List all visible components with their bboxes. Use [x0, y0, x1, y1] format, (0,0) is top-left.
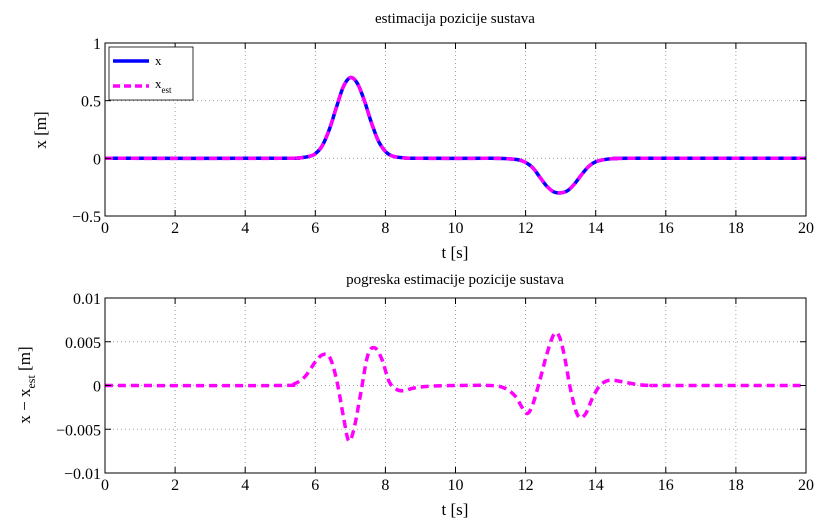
y-tick-label: 0.01 — [73, 291, 101, 308]
axes-frame — [104, 42, 807, 217]
y-tick-label: 0 — [93, 379, 101, 396]
x-tick-label: 10 — [448, 477, 464, 494]
x-tick-label: 2 — [171, 477, 179, 494]
y-tick-label: 0 — [93, 151, 101, 168]
y-axis-label-main: x − x — [15, 388, 34, 424]
x-tick-label: 4 — [241, 477, 249, 494]
y-tick-label: 1 — [93, 36, 101, 53]
series-lines — [104, 330, 806, 443]
x-axis-label: t [s] — [442, 500, 469, 519]
legend-box — [108, 46, 194, 101]
x-tick-label: 18 — [728, 220, 744, 237]
grid — [105, 43, 806, 216]
x-tick-label: 12 — [518, 220, 534, 237]
legend-label-x-est: xest — [155, 76, 172, 95]
x-tick-label: 2 — [171, 220, 179, 237]
x-tick-label: 0 — [101, 220, 109, 237]
plot-position: estimacija pozicije sustava 0 2 4 6 8 10 12 14 1… — [31, 11, 814, 262]
x-tick-label: 6 — [311, 477, 319, 494]
y-axis-label-unit: [m] — [15, 346, 34, 375]
chart-title: estimacija pozicije sustava — [375, 11, 535, 27]
y-tick-label: −0.5 — [72, 209, 101, 226]
series-lines — [104, 75, 806, 195]
x-tick-label: 14 — [588, 220, 604, 237]
x-tick-label: 10 — [448, 220, 464, 237]
axis-ticks: 0 2 4 6 8 10 12 14 16 18 20 −0.01 −0.005 0 0.005 0.01 — [56, 291, 814, 494]
x-tick-label: 8 — [381, 220, 389, 237]
x-tick-label: 8 — [381, 477, 389, 494]
x-tick-label: 16 — [658, 220, 674, 237]
y-axis-label: x [m] — [31, 111, 50, 148]
series-line-x-est — [104, 75, 806, 195]
x-axis-label: t [s] — [442, 243, 469, 262]
x-tick-label: 4 — [241, 220, 249, 237]
legend-label-x: x — [155, 53, 162, 68]
x-tick-label: 20 — [798, 477, 814, 494]
y-tick-label: −0.005 — [56, 422, 101, 439]
y-tick-label: 0.005 — [65, 335, 101, 352]
x-tick-label: 16 — [658, 477, 674, 494]
chart-title: pogreska estimacije pozicije sustava — [346, 272, 564, 288]
legend-label-x-est-main: x — [155, 76, 162, 91]
x-tick-label: 18 — [728, 477, 744, 494]
x-tick-label: 0 — [101, 477, 109, 494]
y-axis-label-sub: est — [24, 375, 38, 389]
grid — [105, 298, 806, 473]
plot-error: pogreska estimacije pozicije sustava 0 2 4… — [15, 272, 814, 519]
series-line-error — [104, 330, 806, 443]
y-axis-label: x − xest [m] — [15, 346, 38, 423]
legend: x xest — [108, 46, 194, 101]
x-tick-label: 12 — [518, 477, 534, 494]
legend-label-x-est-sub: est — [162, 85, 172, 95]
x-tick-label: 14 — [588, 477, 604, 494]
y-tick-label: −0.01 — [64, 466, 101, 483]
x-tick-label: 6 — [311, 220, 319, 237]
x-tick-label: 20 — [798, 220, 814, 237]
axis-ticks: 0 2 4 6 8 10 12 14 16 18 20−0.500.51 — [72, 36, 814, 237]
y-tick-label: 0.5 — [81, 94, 101, 111]
